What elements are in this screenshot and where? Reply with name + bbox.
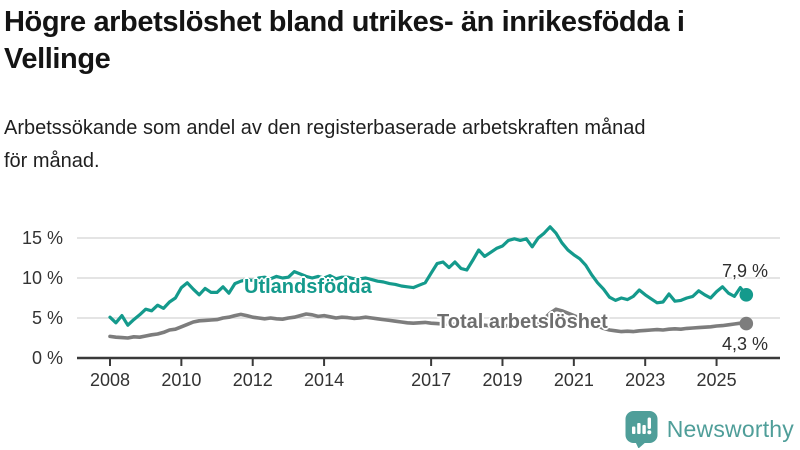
- x-axis-tick-label: 2023: [625, 370, 665, 390]
- end-value-label-utlandsfodda: 7,9 %: [722, 261, 769, 281]
- chart-subtitle-line-1: Arbetssökande som andel av den registerb…: [4, 117, 646, 139]
- series-label-total-arbetsloshet: Total arbetslöshet: [437, 311, 608, 333]
- y-axis-tick-label: 0 %: [32, 348, 63, 368]
- series-end-dot-0: [739, 288, 754, 302]
- chart-subtitle-line-2: för månad.: [4, 150, 100, 172]
- x-axis-tick-label: 2010: [161, 370, 201, 390]
- page-title: Högre arbetslöshet bland utrikes- än inr…: [4, 4, 685, 78]
- chart-subtitle: Arbetssökande som andel av den registerb…: [4, 112, 646, 178]
- series-line-utlandsfodda: [108, 225, 748, 327]
- series-label-utlandsfodda: Utlandsfödda: [244, 276, 372, 298]
- x-axis-tick-label: 2012: [233, 370, 273, 390]
- newsworthy-wordmark: Newsworthy: [666, 416, 794, 442]
- series-line-total: [108, 307, 749, 340]
- newsworthy-logo: Newsworthy: [625, 410, 794, 448]
- x-axis-tick-label: 2019: [482, 370, 522, 390]
- y-axis-tick-label: 15 %: [22, 228, 63, 248]
- end-value-label-total: 4,3 %: [722, 334, 769, 354]
- y-axis-tick-label: 10 %: [22, 268, 63, 288]
- newsworthy-bubble-chart-icon: [625, 411, 658, 448]
- x-axis-tick-label: 2014: [304, 370, 344, 390]
- series-end-dot-1: [739, 316, 754, 331]
- page-title-line-1: Högre arbetslöshet bland utrikes- än inr…: [4, 6, 685, 38]
- y-axis-tick-label: 5 %: [32, 308, 63, 328]
- x-axis-tick-label: 2025: [697, 370, 737, 390]
- x-axis-tick-label: 2008: [90, 370, 130, 390]
- x-axis-tick-label: 2017: [411, 370, 451, 390]
- page-title-line-2: Vellinge: [4, 43, 111, 75]
- x-axis-tick-label: 2021: [554, 370, 594, 390]
